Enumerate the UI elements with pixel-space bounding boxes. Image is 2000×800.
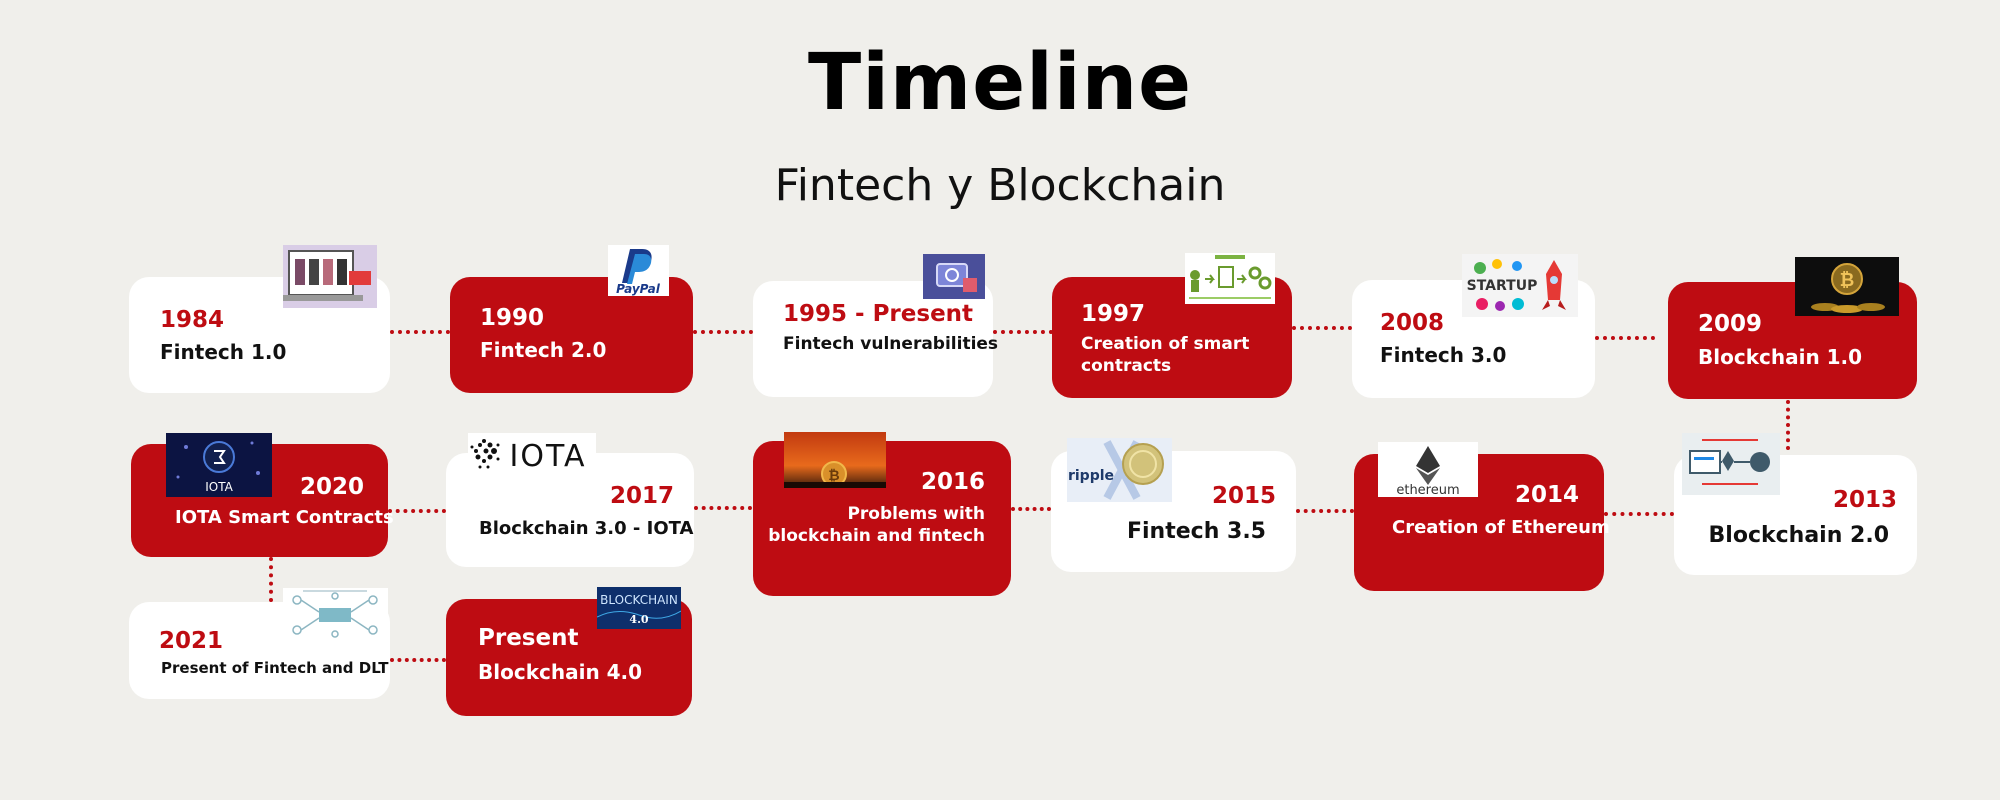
connector-2021-present — [390, 658, 446, 662]
bitcoin-sunset-image: ₿ — [784, 432, 886, 488]
online-shop-image — [283, 245, 377, 308]
svg-text:₿: ₿ — [828, 468, 839, 484]
event-label: IOTA Smart Contracts — [175, 507, 394, 528]
connector-2013-2014 — [1604, 512, 1674, 516]
connector-1990-1995 — [693, 330, 753, 334]
event-label: Present of Fintech and DLT — [161, 659, 389, 677]
event-year: Present — [478, 625, 579, 651]
startup-image: STARTUP — [1462, 254, 1578, 317]
event-year: 2021 — [159, 628, 224, 654]
connector-2015-2016 — [1011, 507, 1051, 511]
event-label: Blockchain 3.0 - IOTA — [479, 518, 694, 539]
iota-logo-text: IOTA — [510, 439, 587, 474]
event-label: Blockchain 4.0 — [478, 660, 643, 684]
event-label-line-1: Creation of smart — [1081, 334, 1250, 354]
event-label: Blockchain 2.0 — [1708, 523, 1889, 548]
page-title: Timeline — [807, 38, 1193, 128]
ethereum-logo: ethereum — [1378, 442, 1478, 497]
connector-2014-2015 — [1296, 509, 1354, 513]
page-subtitle: Fintech y Blockchain — [774, 160, 1226, 211]
connector-1997-2008 — [1292, 326, 1352, 330]
connector-1995-1997 — [993, 330, 1053, 334]
event-year: 2017 — [609, 483, 674, 509]
iota-logo: IOTA — [468, 433, 596, 478]
event-label-line-1: Problems with — [847, 504, 985, 524]
timeline-card-1990: 1990 Fintech 2.0 — [450, 277, 693, 393]
event-year: 2013 — [1832, 487, 1897, 513]
event-label: Creation of Ethereum — [1392, 517, 1610, 538]
event-label: Fintech 3.0 — [1380, 343, 1507, 367]
event-year: 2014 — [1514, 482, 1579, 508]
blockchain-network-image — [1682, 433, 1780, 495]
blockchain-4-text: BLOCKCHAIN — [600, 593, 678, 607]
event-label: Fintech 2.0 — [480, 338, 607, 362]
event-year: 1984 — [160, 307, 225, 333]
connector-2008-2009 — [1595, 336, 1655, 340]
connector-2009-2013 — [1786, 400, 1790, 450]
event-year: 1995 - Present — [783, 301, 974, 327]
event-year: 1997 — [1081, 301, 1146, 327]
event-year: 2020 — [299, 474, 364, 500]
startup-text: STARTUP — [1467, 278, 1538, 294]
event-year: 1990 — [480, 305, 545, 331]
blockchain-4-version: 4.0 — [629, 613, 648, 626]
event-label: Fintech vulnerabilities — [783, 334, 999, 354]
security-image — [923, 254, 985, 299]
timeline-card-1995: 1995 - Present Fintech vulnerabilities — [753, 281, 998, 397]
connector-2020-2021 — [269, 557, 273, 602]
connector-2017-2020 — [388, 509, 446, 513]
timeline-card-present: Present Blockchain 4.0 — [446, 599, 692, 716]
svg-text:₿: ₿ — [1840, 270, 1855, 291]
bitcoin-coin-image: ₿ — [1795, 257, 1899, 316]
event-label: Fintech 1.0 — [160, 340, 287, 364]
blockchain-4-image: BLOCKCHAIN 4.0 — [597, 587, 681, 629]
paypal-logo-text: PayPal — [616, 282, 661, 296]
event-label: Blockchain 1.0 — [1698, 345, 1863, 369]
event-label-line-2: blockchain and fintech — [768, 526, 985, 546]
blockchain-overview-image — [283, 588, 388, 642]
event-label: Fintech 3.5 — [1126, 519, 1266, 544]
event-label-line-2: contracts — [1081, 356, 1172, 376]
ripple-logo-text: ripple — [1068, 468, 1114, 484]
event-year: 2009 — [1698, 311, 1763, 337]
connector-1984-1990 — [390, 330, 450, 334]
ethereum-logo-text: ethereum — [1396, 483, 1459, 497]
svg-text:IOTA: IOTA — [205, 480, 233, 494]
iota-smart-contracts-image: IOTA — [166, 433, 272, 497]
ripple-logo: ripple — [1067, 438, 1172, 502]
smart-contract-diagram — [1185, 253, 1275, 304]
connector-2016-2017 — [694, 506, 752, 510]
paypal-logo: PayPal — [608, 245, 669, 296]
event-year: 2015 — [1211, 483, 1276, 509]
event-year: 2008 — [1380, 310, 1445, 336]
event-year: 2016 — [920, 469, 985, 495]
